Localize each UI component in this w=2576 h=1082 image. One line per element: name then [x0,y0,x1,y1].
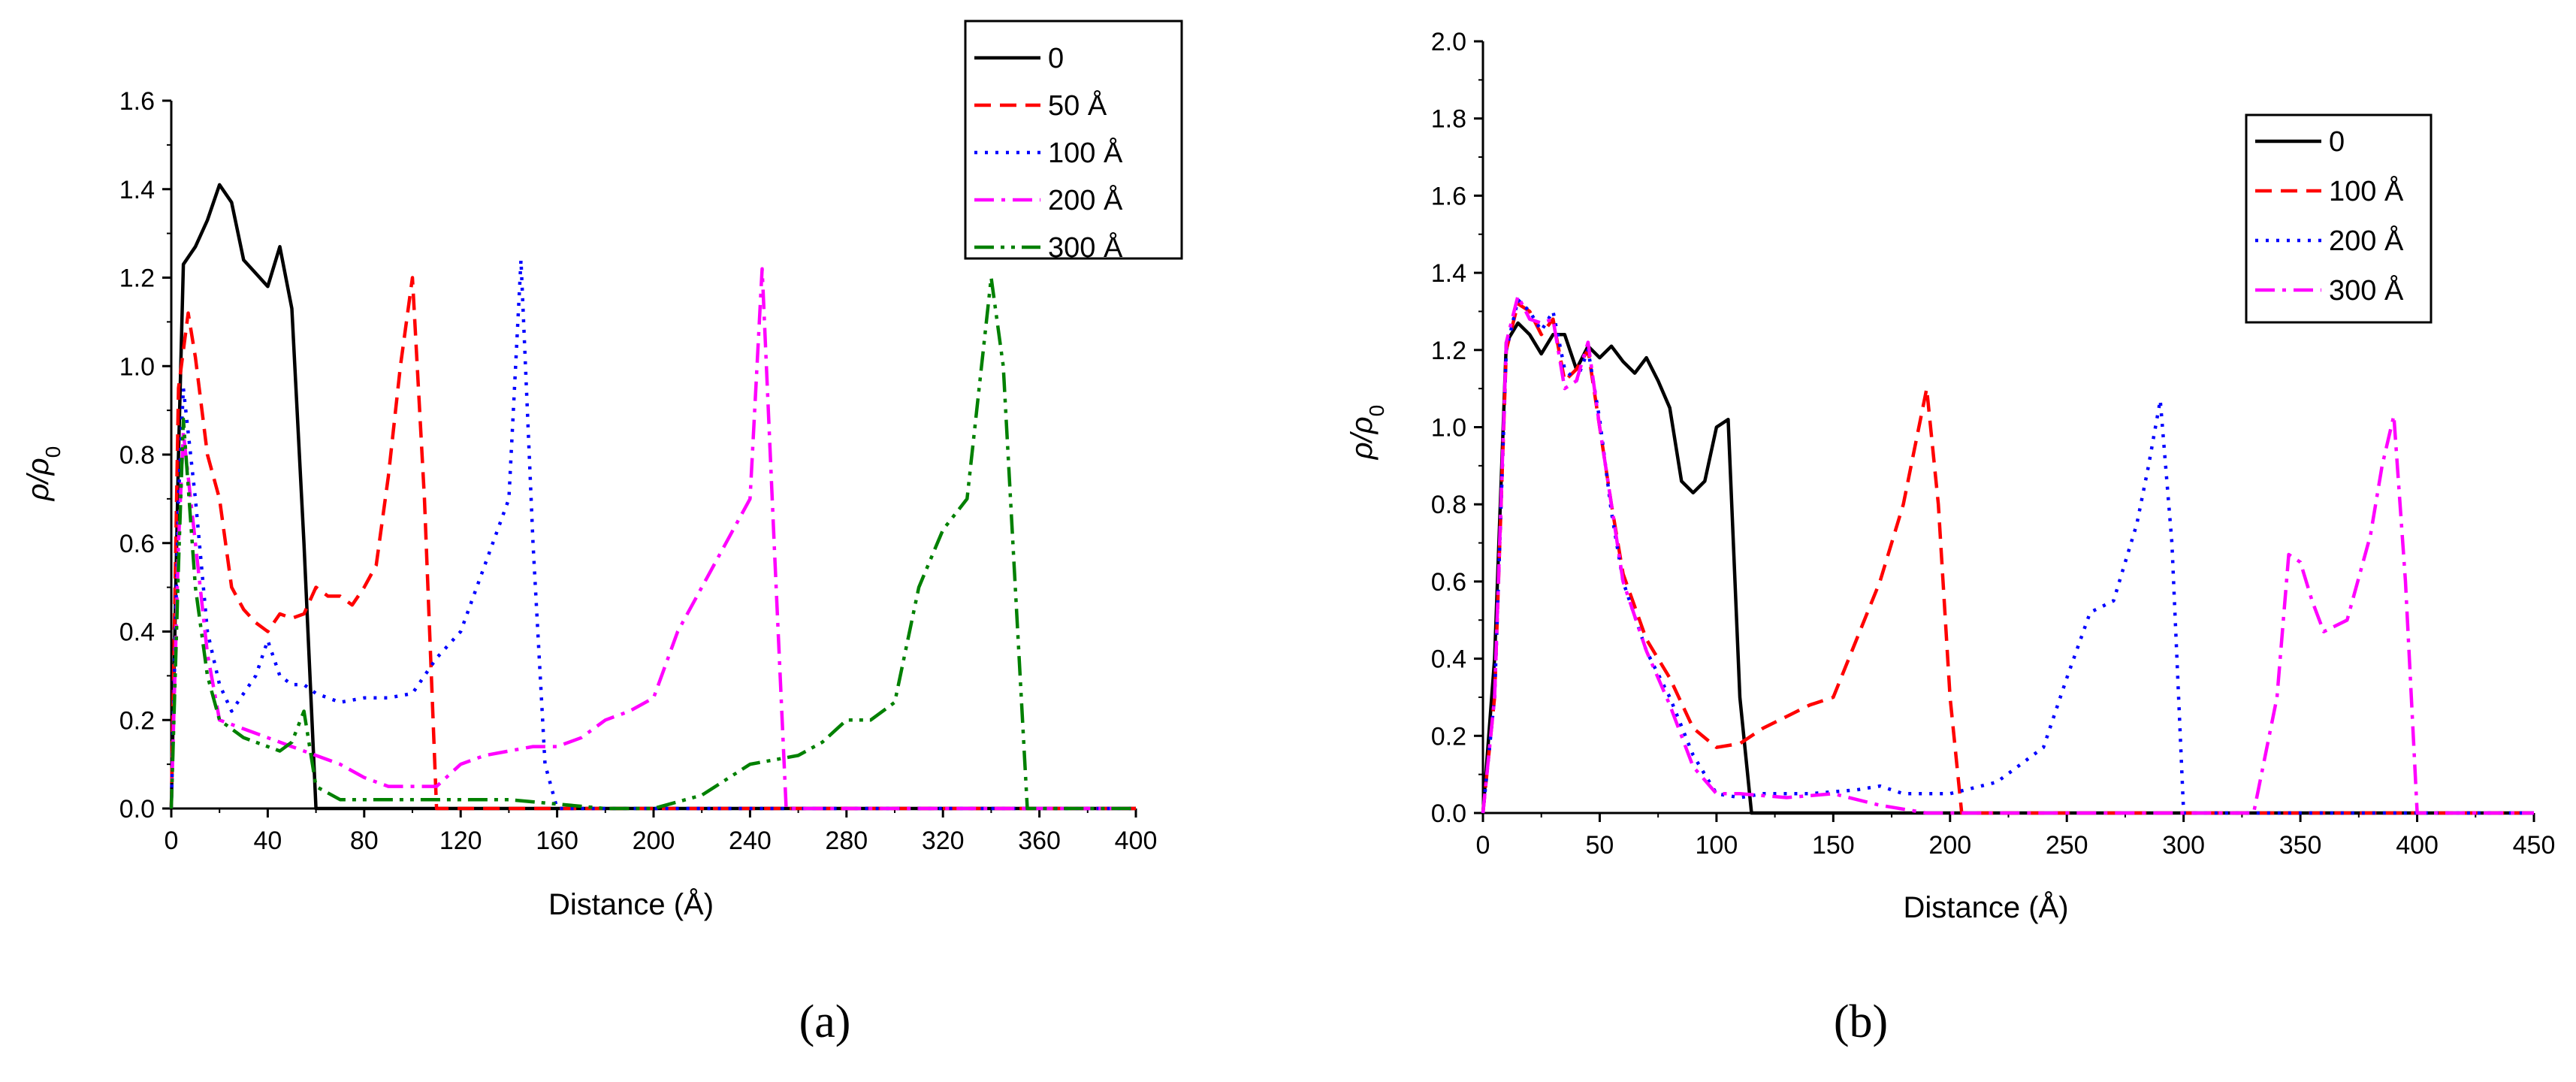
panel-a-y-tick-label: 0.4 [119,618,155,647]
panel-a-x-tick-label: 80 [350,827,379,855]
panel-a-y-tick-label: 1.4 [119,176,155,204]
panel-b-legend-label-0: 0 [2329,126,2345,158]
panel-a-y-tick-label: 0.6 [119,530,155,558]
panel-b-x-tick-label: 0 [1476,831,1490,860]
panel-b-series-line-0 [1481,321,2534,815]
panel-b-y-tick-label: 0.4 [1431,645,1466,674]
panel-a-series-line-0 [169,183,1136,811]
panel-a-x-tick-label: 280 [825,827,868,855]
panel-a-x-tick-label: 200 [633,827,675,855]
panel-a-x-tick-label: 400 [1115,827,1158,855]
panel-b-x-tick-label: 250 [2046,831,2088,860]
panel-b-y-tick-label: 1.6 [1431,182,1466,210]
panel-a-legend-label-2: 100 Å [1048,136,1123,169]
panel-a-legend-box [964,20,1183,260]
panel-b-legend-label-1: 100 Å [2329,174,2404,207]
panel-b-x-tick-label: 200 [1928,831,1971,860]
panel-b-x-tick-label: 150 [1812,831,1855,860]
panel-a-caption: (a) [799,996,851,1047]
panel-b-series-line-3 [1481,294,2534,815]
panel-a-x-tick-label: 320 [922,827,965,855]
panel-b-legend-label-2: 200 Å [2329,224,2404,257]
panel-b-y-tick-label: 2.0 [1431,28,1466,56]
panel-b-x-tick-label: 300 [2162,831,2205,860]
panel-b-y-tick-label: 1.8 [1431,105,1466,134]
panel-a-y-tick-label: 0.2 [119,706,155,735]
chart-panel-a: 0 40 80 120 160 200 240 280 320 360 400 0.0 0.2 0.4 0.… [22,20,1183,1047]
panel-a-x-tick-label: 160 [536,827,578,855]
panel-b-y-tick-label: 1.2 [1431,337,1466,365]
panel-a-series-line-3 [169,267,1136,811]
panel-b-x-tick-label: 50 [1586,831,1614,860]
panel-a-y-axis-title-subscript: 0 [41,446,65,458]
panel-b-legend-label-3: 300 Å [2329,274,2404,307]
panel-a-x-tick-label: 0 [165,827,179,855]
panel-a-y-tick-label: 0.0 [119,795,155,824]
panel-a-legend-label-3: 200 Å [1048,183,1123,216]
chart-panel-b: 0 50 100 150 200 250 300 350 400 450 0.0 0.2 0.4 0.6 0… [1345,28,2555,1047]
panel-a-series-line-1 [169,276,1136,811]
panel-a-y-tick-label: 1.6 [119,87,155,116]
panel-b-x-axis-title: Distance (Å) [1903,890,2068,924]
panel-b-caption: (b) [1834,996,1888,1047]
panel-b-x-tick-label: 450 [2513,831,2556,860]
panel-a-legend-label-1: 50 Å [1048,89,1107,122]
panel-b-x-tick-label: 400 [2396,831,2439,860]
panel-b-y-tick-label: 1.0 [1431,414,1466,443]
panel-b-y-axis-title-subscript: 0 [1365,405,1388,417]
panel-b-y-tick-label: 0.0 [1431,799,1466,828]
panel-b-series-line-2 [1481,298,2534,815]
panel-b-y-tick-label: 0.2 [1431,722,1466,751]
panel-b-y-tick-label: 1.4 [1431,259,1466,288]
panel-a-y-tick-label: 1.2 [119,264,155,293]
panel-a-legend-label-0: 0 [1048,43,1064,74]
panel-a-y-tick-label: 0.8 [119,441,155,470]
panel-b-x-tick-label: 100 [1696,831,1738,860]
panel-a-x-tick-label: 120 [439,827,482,855]
panel-a-x-tick-label: 40 [253,827,282,855]
panel-b-series-line-1 [1481,301,2534,815]
panel-b-y-tick-label: 0.6 [1431,568,1466,597]
panel-a-y-tick-label: 1.0 [119,352,155,381]
panel-b-x-tick-label: 350 [2279,831,2322,860]
panel-b-y-tick-label: 0.8 [1431,491,1466,519]
panel-a-x-axis-title: Distance (Å) [548,887,714,921]
panel-a-legend-label-4: 300 Å [1048,231,1123,264]
panel-a-x-tick-label: 360 [1018,827,1061,855]
panel-a-x-tick-label: 240 [729,827,772,855]
panel-b-legend-box [2245,113,2433,324]
